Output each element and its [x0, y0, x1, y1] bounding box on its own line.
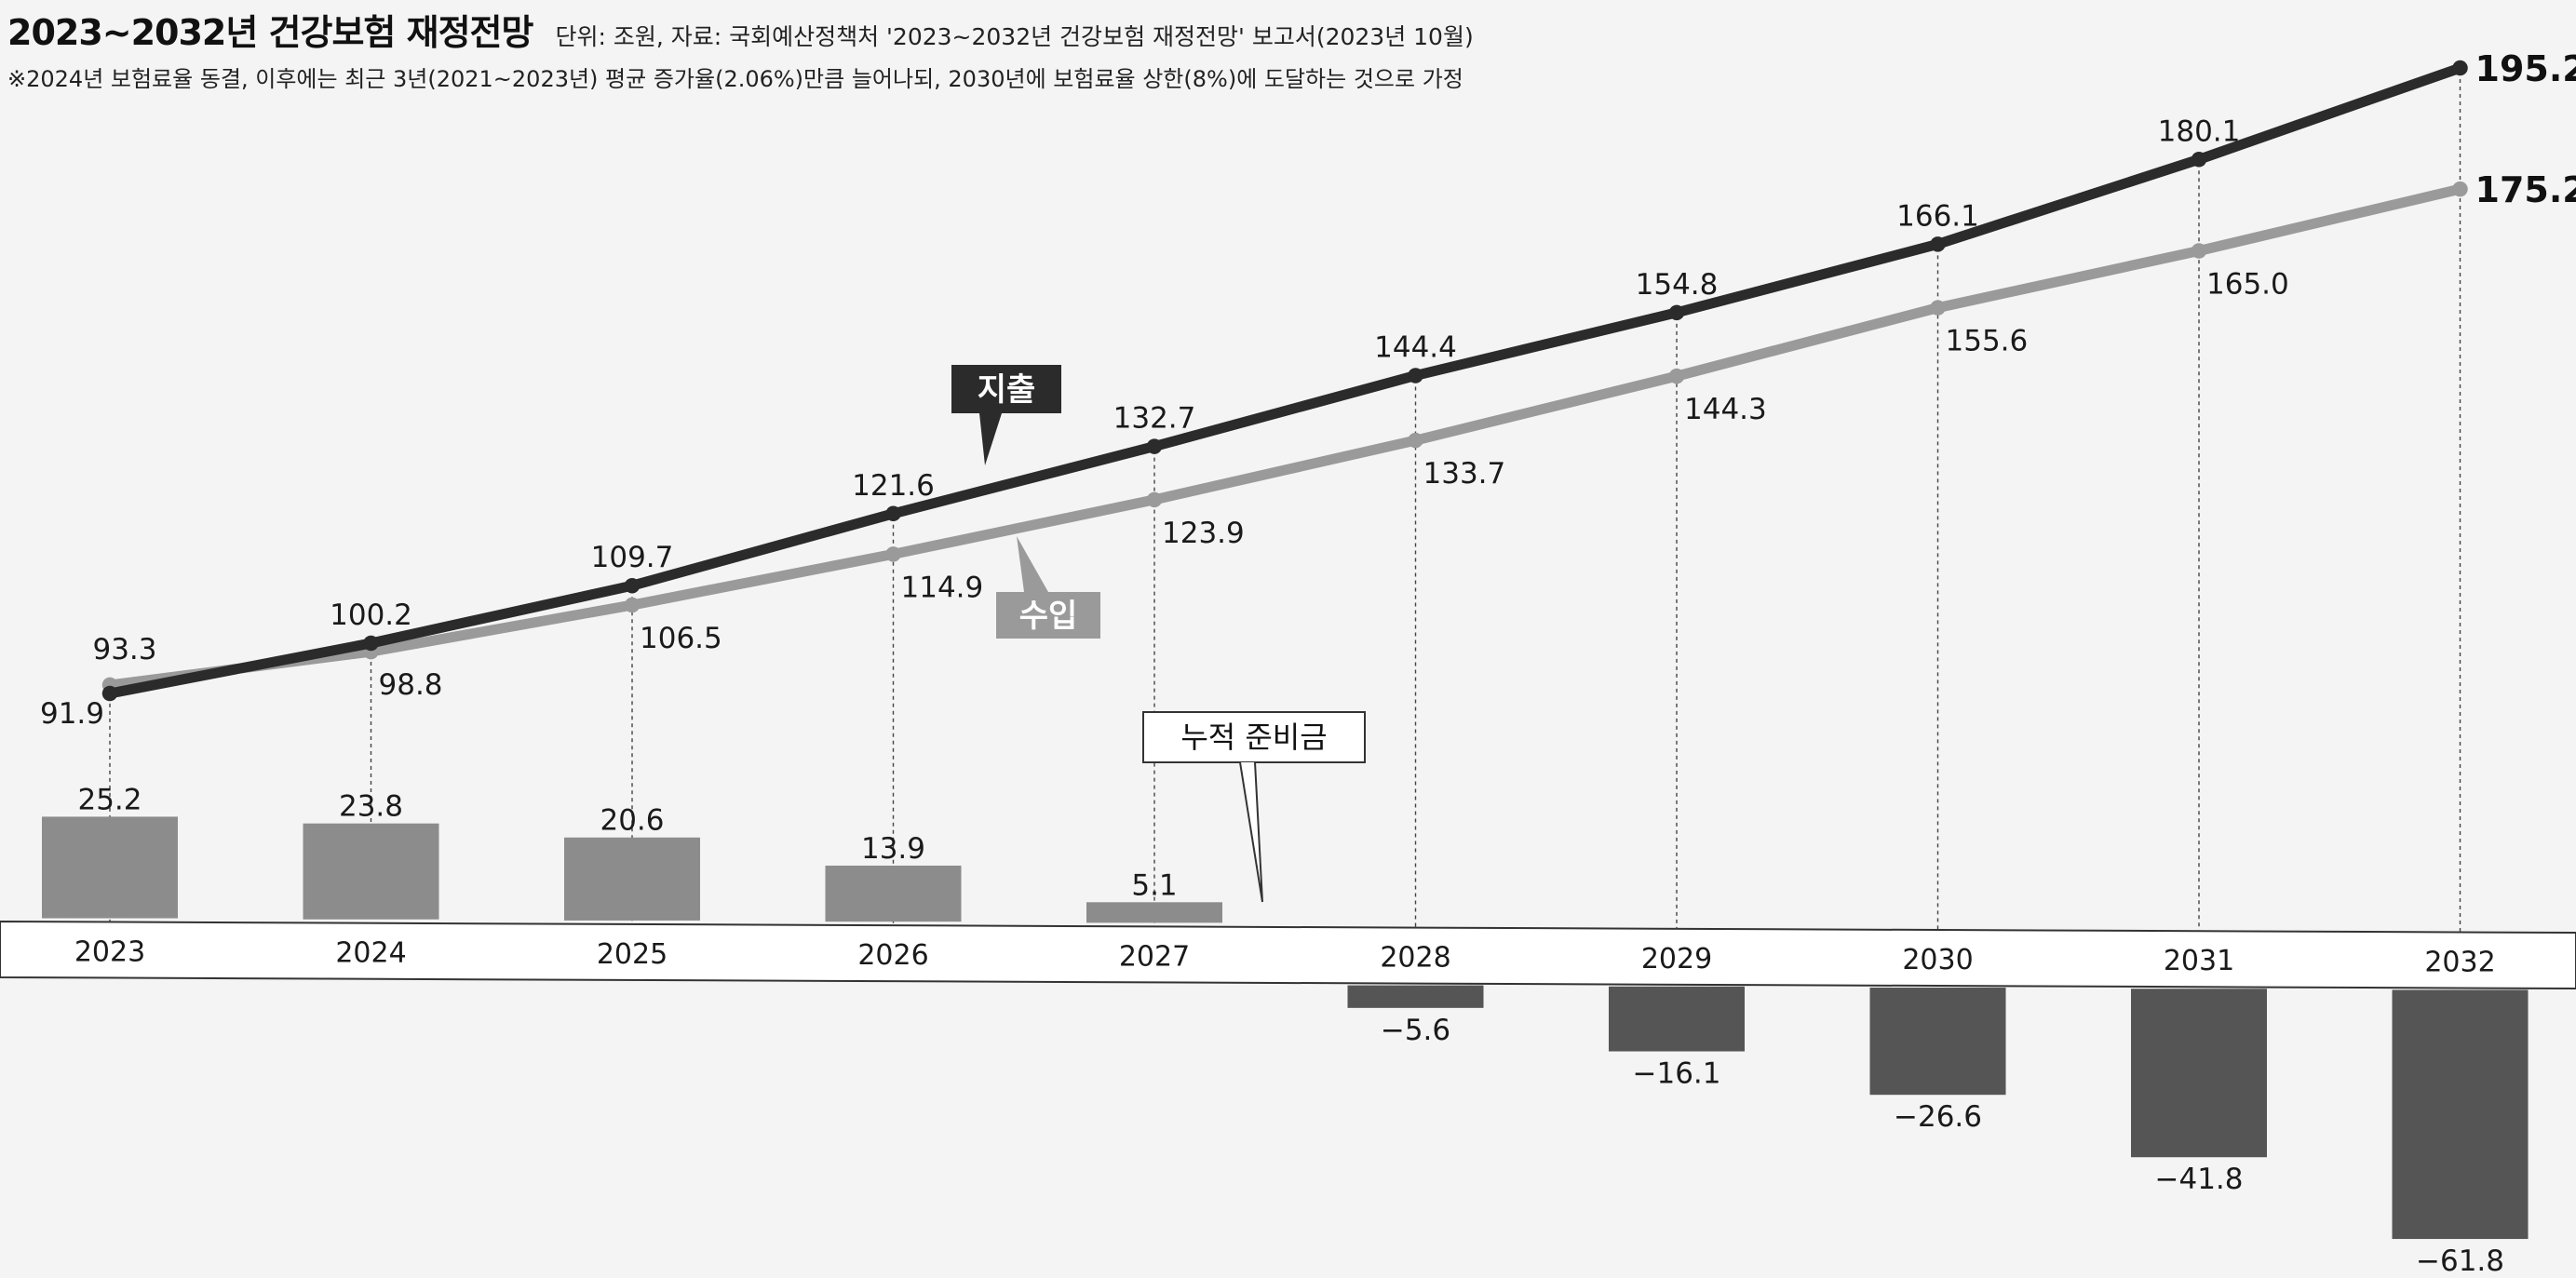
- expenditure-line-point: [1930, 236, 1946, 252]
- expenditure-value-label: 109.7: [591, 541, 674, 574]
- revenue-value-label: 114.9: [901, 571, 984, 604]
- chart-header: 2023~2032년 건강보험 재정전망 단위: 조원, 자료: 국회예산정책처…: [7, 4, 1474, 93]
- reserve-value-label: 25.2: [77, 783, 142, 816]
- x-tick-label: 2025: [597, 938, 668, 971]
- expenditure-line-point: [1668, 304, 1685, 321]
- reserve-tag: [1142, 711, 1366, 763]
- expenditure-line-point: [101, 685, 118, 702]
- expenditure-tag-pointer: [979, 413, 1002, 465]
- reserve-bar: [2392, 989, 2529, 1240]
- reserve-bar: [1086, 902, 1222, 923]
- reserve-bar: [1347, 985, 1484, 1008]
- reserve-bar: [42, 816, 178, 919]
- expenditure-line: [104, 62, 2465, 699]
- revenue-line-point: [2452, 181, 2468, 197]
- revenue-line-point: [2191, 243, 2207, 259]
- guide-lines: [109, 64, 2461, 933]
- x-tick-label: 2026: [857, 939, 928, 972]
- revenue-tag-label: 수입: [1019, 598, 1078, 635]
- revenue-tag-pointer: [1017, 536, 1048, 592]
- reserve-value-label: 5.1: [1131, 868, 1177, 902]
- revenue-line-point: [1930, 300, 1946, 316]
- revenue-value-label: 144.3: [1684, 393, 1767, 426]
- chart-title: 2023~2032년 건강보험 재정전망: [7, 12, 533, 53]
- revenue-value-label: 123.9: [1162, 517, 1245, 550]
- expenditure-value-label: 121.6: [852, 469, 935, 503]
- series-lines: [101, 60, 2468, 702]
- revenue-value-label: 93.3: [92, 633, 156, 666]
- expenditure-line-point: [624, 577, 641, 594]
- reserve-tag-pointer: [1239, 761, 1263, 903]
- expenditure-value-label: 91.9: [40, 697, 104, 731]
- revenue-value-label: 98.8: [379, 668, 443, 702]
- revenue-value-label: 106.5: [640, 622, 722, 655]
- reserve-value-label: −5.6: [1381, 1014, 1450, 1047]
- reserve-value-label: −16.1: [1633, 1057, 1721, 1091]
- x-tick-label: 2028: [1380, 942, 1450, 975]
- revenue-line-point: [624, 597, 641, 613]
- expenditure-line-point: [1146, 438, 1163, 454]
- reserve-value-label: −61.8: [2416, 1244, 2504, 1278]
- reserve-bars: [42, 816, 2529, 1240]
- revenue-line-point: [1146, 491, 1163, 508]
- reserve-bar: [303, 823, 439, 920]
- reserve-bar: [564, 837, 700, 921]
- reserve-tag-label: 누적 준비금: [1180, 720, 1327, 755]
- x-tick-label: 2032: [2424, 946, 2495, 978]
- expenditure-line-point: [885, 505, 901, 522]
- expenditure-line-point: [363, 635, 379, 652]
- expenditure-value-label: 132.7: [1113, 402, 1196, 436]
- x-tick-label: 2029: [1641, 943, 1712, 975]
- revenue-value-label: 155.6: [1946, 325, 2029, 358]
- expenditure-value-label: 195.2: [2475, 48, 2576, 89]
- chart-source: 단위: 조원, 자료: 국회예산정책처 '2023~2032년 건강보험 재정전…: [555, 23, 1474, 50]
- x-tick-label: 2023: [74, 936, 145, 969]
- expenditure-value-label: 154.8: [1636, 268, 1719, 302]
- expenditure-line-point: [1408, 368, 1423, 383]
- revenue-line-point: [1668, 368, 1685, 384]
- reserve-value-label: 13.9: [861, 832, 925, 866]
- expenditure-value-label: 100.2: [330, 599, 412, 632]
- year-axis-band: [0, 920, 2576, 990]
- x-tick-label: 2027: [1119, 940, 1190, 973]
- reserve-bar: [2131, 989, 2267, 1158]
- x-tick-label: 2024: [335, 937, 406, 970]
- expenditure-value-label: 180.1: [2158, 114, 2241, 148]
- revenue-tag: [996, 592, 1100, 639]
- expenditure-value-label: 166.1: [1896, 199, 1979, 233]
- title-row: 2023~2032년 건강보험 재정전망 단위: 조원, 자료: 국회예산정책처…: [7, 4, 1474, 55]
- value-labels: 2023 2024 2025 2026 2027 2028 2029 2030 2031 2032…: [40, 48, 2576, 1278]
- chart-note: ※2024년 보험료율 동결, 이후에는 최근 3년(2021~2023년) 평…: [7, 66, 1463, 92]
- revenue-value-label: 165.0: [2206, 267, 2289, 301]
- revenue-line-point: [1408, 432, 1423, 449]
- axis-band: [0, 920, 2576, 990]
- expenditure-tag: [951, 365, 1061, 413]
- reserve-value-label: 23.8: [339, 790, 403, 824]
- reserve-value-label: −41.8: [2155, 1163, 2244, 1196]
- reserve-value-label: −26.6: [1894, 1100, 1982, 1134]
- expenditure-line-point: [2452, 60, 2468, 76]
- revenue-value-label: 175.2: [2475, 169, 2576, 210]
- expenditure-value-label: 144.4: [1374, 330, 1457, 364]
- x-tick-label: 2031: [2164, 945, 2234, 977]
- reserve-value-label: 20.6: [600, 804, 664, 838]
- reserve-bar: [825, 865, 962, 922]
- revenue-value-label: 133.7: [1423, 457, 1506, 491]
- expenditure-line-point: [2191, 152, 2207, 168]
- reserve-bar: [1869, 988, 2006, 1096]
- revenue-line-point: [885, 546, 901, 562]
- x-tick-label: 2030: [1902, 944, 1973, 976]
- reserve-bar: [1609, 986, 1745, 1052]
- revenue-line: [104, 183, 2465, 691]
- expenditure-tag-label: 지출: [978, 371, 1036, 409]
